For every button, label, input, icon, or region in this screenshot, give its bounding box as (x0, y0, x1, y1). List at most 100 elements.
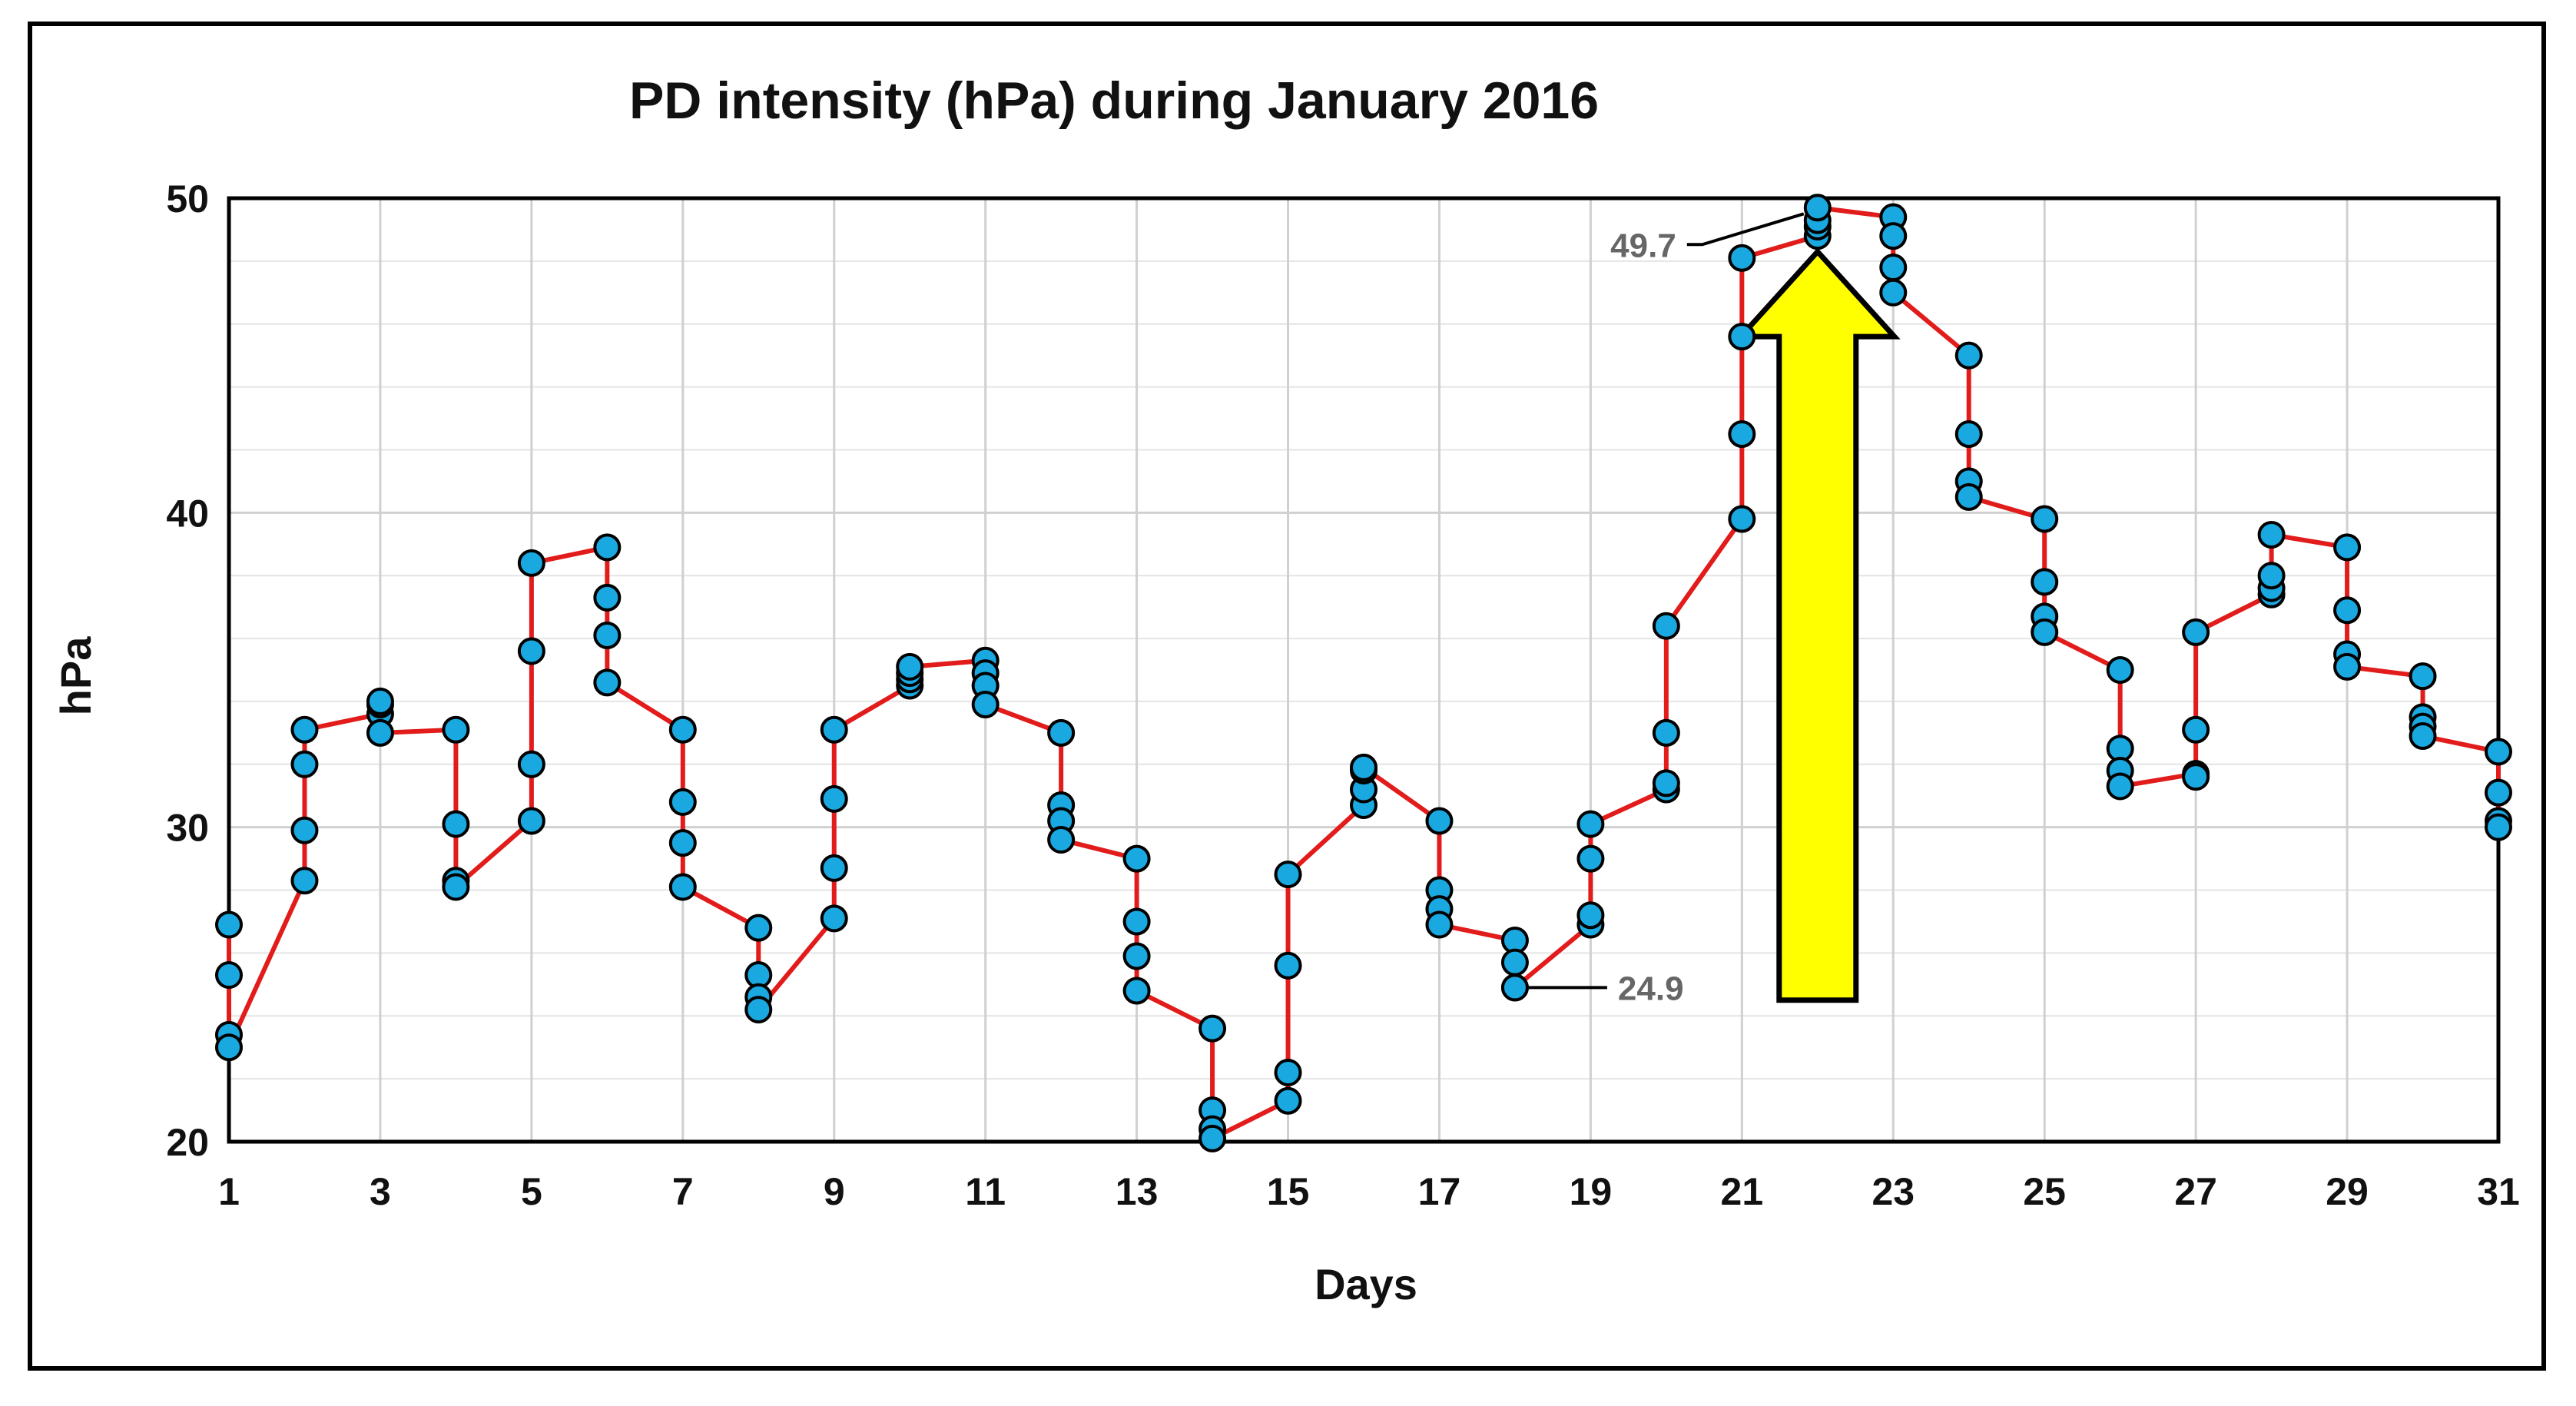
data-point (2409, 662, 2437, 691)
data-point (1122, 907, 1151, 936)
data-point (2333, 596, 2362, 625)
data-point (2106, 656, 2134, 684)
data-point (820, 715, 848, 744)
data-point (593, 583, 622, 612)
data-point (593, 533, 622, 562)
data-point (820, 854, 848, 882)
data-point (442, 715, 470, 744)
x-tick-label: 21 (1721, 1170, 1764, 1213)
data-point (1879, 222, 1908, 250)
y-tick-label: 20 (166, 1121, 209, 1164)
data-point (517, 750, 545, 778)
data-point (2182, 715, 2210, 744)
data-point (366, 687, 394, 715)
data-point (668, 715, 697, 744)
data-point (1576, 844, 1605, 873)
data-point (1728, 323, 1756, 351)
data-point (668, 829, 697, 857)
y-axis-title: hPa (51, 636, 100, 716)
data-point (1879, 278, 1908, 307)
data-point (1274, 861, 1302, 889)
data-point (744, 996, 773, 1024)
data-point (2485, 778, 2512, 807)
data-point (1425, 807, 1454, 835)
highlight-arrow (1734, 247, 1901, 1003)
chart-svg: PD intensity (hPa) during January 2016 4… (51, 71, 2520, 1308)
x-axis-title: Days (1315, 1260, 1417, 1308)
data-point (1047, 718, 1076, 747)
data-point (1274, 1086, 1302, 1115)
data-point (971, 691, 1000, 719)
data-point (2409, 721, 2437, 750)
data-point (2106, 772, 2134, 801)
data-point (2182, 763, 2210, 791)
x-tick-label: 1 (218, 1170, 240, 1213)
annotation-leader (1686, 212, 1805, 247)
data-point (517, 637, 545, 665)
data-point (290, 867, 319, 895)
data-point (1728, 505, 1756, 533)
x-tick-label: 5 (521, 1170, 542, 1213)
x-tick-label: 23 (1871, 1170, 1915, 1213)
x-tick-label: 19 (1570, 1170, 1613, 1213)
x-tick-label: 9 (824, 1170, 845, 1213)
arrow-layer (1734, 247, 1901, 1003)
data-point (2257, 562, 2286, 590)
data-point (1425, 910, 1454, 939)
data-point (1954, 341, 1983, 370)
data-point (1576, 901, 1605, 930)
data-point (2257, 520, 2286, 549)
data-point (1954, 420, 1983, 448)
data-point (1500, 973, 1529, 1002)
annotation-label: 49.7 (1610, 227, 1676, 264)
chart-frame: PD intensity (hPa) during January 2016 4… (28, 22, 2546, 1371)
data-point (1652, 769, 1680, 798)
data-point (593, 621, 622, 649)
data-point (1500, 948, 1529, 977)
data-point (2333, 533, 2362, 562)
data-point (1728, 244, 1756, 272)
data-point (517, 807, 545, 835)
data-point (1198, 1124, 1227, 1152)
data-point (290, 715, 319, 744)
data-point (820, 784, 848, 813)
grid-layer (227, 197, 2500, 1143)
data-point (593, 668, 622, 697)
y-tick-label: 40 (166, 492, 209, 535)
y-tick-label: 30 (166, 807, 209, 850)
data-point (2031, 505, 2059, 533)
data-point (290, 816, 319, 844)
data-point (2031, 618, 2059, 646)
data-point (517, 549, 545, 577)
x-tick-label: 13 (1116, 1170, 1159, 1213)
data-point (366, 718, 394, 747)
data-point (820, 904, 848, 933)
data-point (1803, 194, 1832, 222)
data-point (290, 750, 319, 778)
annotation-layer: 49.7 24.9 (1528, 212, 1805, 1007)
plot-area-border (227, 196, 2501, 1144)
data-point (668, 873, 697, 901)
data-point (1198, 1014, 1227, 1043)
data-point (1652, 718, 1680, 747)
data-point (2182, 618, 2210, 646)
data-point (1652, 612, 1680, 640)
data-point (1274, 951, 1302, 980)
annotation-label: 24.9 (1618, 970, 1684, 1007)
x-tick-label: 7 (672, 1170, 694, 1213)
chart-title: PD intensity (hPa) during January 2016 (629, 71, 1599, 130)
data-point (668, 788, 697, 816)
data-point (2485, 813, 2512, 841)
data-point (744, 914, 773, 942)
data-point (1122, 844, 1151, 873)
data-point (1576, 810, 1605, 838)
data-point (1879, 254, 1908, 282)
data-point (1122, 942, 1151, 970)
data-point (215, 910, 243, 939)
y-tick-label: 50 (166, 177, 209, 221)
data-point (1728, 420, 1756, 448)
data-point (442, 810, 470, 838)
series-line (227, 205, 2501, 1141)
data-point (2333, 652, 2362, 681)
